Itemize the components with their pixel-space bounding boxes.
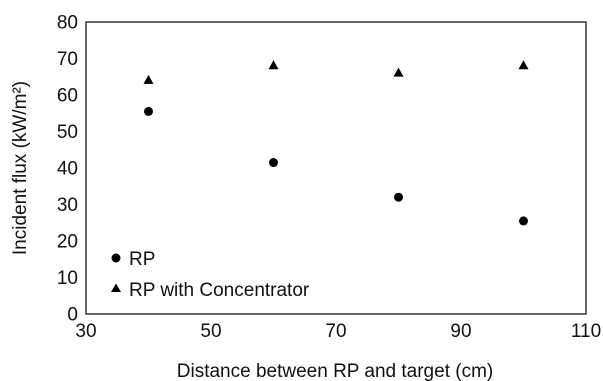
rp-point bbox=[519, 216, 528, 226]
x-tick-label: 90 bbox=[450, 321, 471, 342]
y-tick-label: 60 bbox=[57, 86, 78, 107]
y-tick-label: 50 bbox=[57, 122, 78, 143]
y-tick-label: 80 bbox=[57, 13, 78, 34]
y-tick-label: 70 bbox=[57, 49, 78, 70]
x-tick-label: 50 bbox=[200, 321, 221, 342]
y-tick-label: 40 bbox=[57, 159, 78, 180]
y-tick-label: 20 bbox=[57, 232, 78, 253]
rp-concentrator-point bbox=[143, 74, 154, 84]
x-axis-tick-labels: 30 50 70 90 110 bbox=[75, 321, 601, 342]
legend: RP RP with Concentrator bbox=[111, 249, 310, 301]
rp-point bbox=[394, 192, 403, 202]
legend-concentrator-marker bbox=[111, 283, 121, 292]
plot-area bbox=[85, 21, 587, 315]
x-axis-title: Distance between RP and target (cm) bbox=[177, 361, 493, 381]
rp-concentrator-point bbox=[268, 60, 279, 70]
rp-concentrator-point bbox=[518, 60, 529, 70]
data-markers bbox=[143, 60, 529, 226]
y-axis-tick-labels: 0 10 20 30 40 50 60 70 80 bbox=[57, 13, 78, 326]
legend-rp-label: RP bbox=[129, 249, 155, 270]
x-tick-label: 30 bbox=[75, 321, 96, 342]
x-tick-label: 110 bbox=[571, 321, 601, 342]
legend-rp-marker bbox=[111, 253, 121, 263]
y-axis-title: Incident flux (kW/m²) bbox=[10, 81, 31, 255]
y-tick-label: 30 bbox=[57, 195, 78, 216]
y-tick-label: 0 bbox=[67, 305, 78, 326]
x-tick-label: 70 bbox=[325, 321, 346, 342]
rp-concentrator-point bbox=[393, 67, 404, 77]
rp-point bbox=[269, 158, 278, 168]
rp-point bbox=[144, 106, 153, 116]
legend-concentrator-label: RP with Concentrator bbox=[129, 280, 310, 301]
y-tick-label: 10 bbox=[57, 268, 78, 289]
